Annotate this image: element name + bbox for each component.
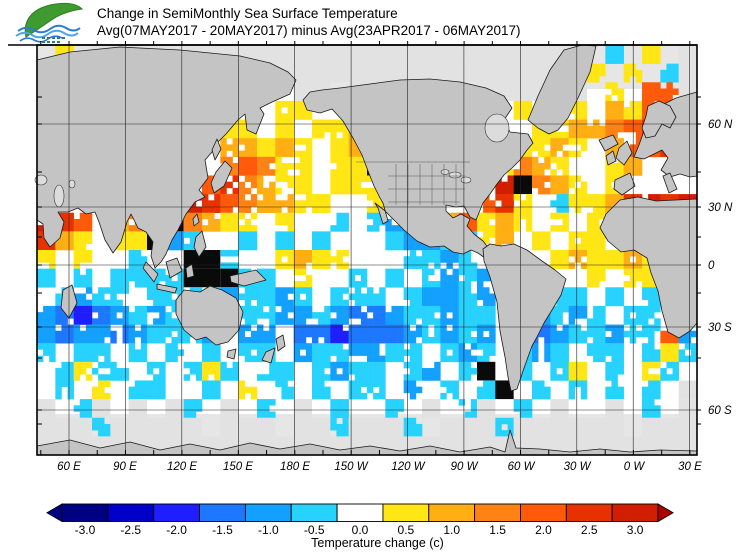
colorbar-segment [565,503,613,522]
colorbar-segment [107,503,155,522]
colorbar-tick-label: 2.5 [581,523,598,537]
lon-label: 150 E [223,461,253,473]
colorbar-tick-label: -2.0 [166,523,187,537]
tick-marks [37,41,701,455]
colorbar-tick-label: 3.0 [627,523,644,537]
lon-label: 60 E [57,461,81,473]
page-subtitle: Avg(07MAY2017 - 20MAY2017) minus Avg(23A… [97,23,521,38]
colorbar-right-arrow [657,503,674,523]
colorbar-segment [336,503,384,522]
colorbar-segment [290,503,338,522]
colorbar-tick-label: -2.5 [120,523,141,537]
lakes-layer [34,113,510,208]
colorbar-tick-label: -0.5 [304,523,325,537]
colorbar-segment [382,503,430,522]
colorbar-segment [611,503,659,522]
colorbar-tick-label: -3.0 [75,523,96,537]
lon-label: 30 E [678,461,702,473]
colorbar-segment [244,503,292,522]
colorbar-tick-label: -1.0 [258,523,279,537]
colorbar-segment [428,503,476,522]
colorbar-segment [61,503,109,522]
lon-label: 60 W [508,461,536,473]
lat-label: 30 S [708,322,732,334]
colorbar: -3.0 -2.5 -2.0 -1.5 -1.0 -0.5 0.0 0.5 1.0 1.5 2.0 2… [46,503,674,537]
lat-label: 60 N [708,119,733,131]
colorbar-tick-label: -1.5 [212,523,233,537]
lon-label: 0 W [624,461,646,473]
page-title: Change in SemiMonthly Sea Surface Temper… [97,6,398,21]
colorbar-segment [199,503,246,522]
colorbar-tick-label: 0.5 [398,523,415,537]
colorbar-tick-label: 0.0 [352,523,369,537]
lon-label: 90 W [451,461,479,473]
colorbar-segment [520,503,567,522]
lat-label: 0 [708,260,715,272]
colorbar-caption: Temperature change (c) [311,536,444,550]
lon-label: 90 E [113,461,137,473]
map-frame [8,44,698,456]
colorbar-tick-label: 1.5 [489,523,506,537]
lon-label: 120 E [167,461,197,473]
colorbar-segment [474,503,521,522]
lon-label: 120 W [391,461,425,473]
colorbar-segment [153,503,200,522]
lat-axis-labels: 60 N 30 N 0 30 S 60 S [708,119,733,417]
graticule [37,45,697,455]
colorbar-tick-label: 1.0 [443,523,460,537]
lon-label: 150 W [334,461,368,473]
lon-axis-labels: 60 E 90 E 120 E 150 E 180 E 150 W 120 W 90 W 60 … [57,461,702,473]
border-lines [356,161,470,205]
colorbar-tick-label: 2.0 [535,523,552,537]
lon-label: 180 E [280,461,310,473]
lat-label: 30 N [708,202,733,214]
colorbar-left-arrow [46,503,63,523]
lat-label: 60 S [708,405,732,417]
logo-fine-print [42,37,65,43]
lon-label: 30 W [564,461,592,473]
